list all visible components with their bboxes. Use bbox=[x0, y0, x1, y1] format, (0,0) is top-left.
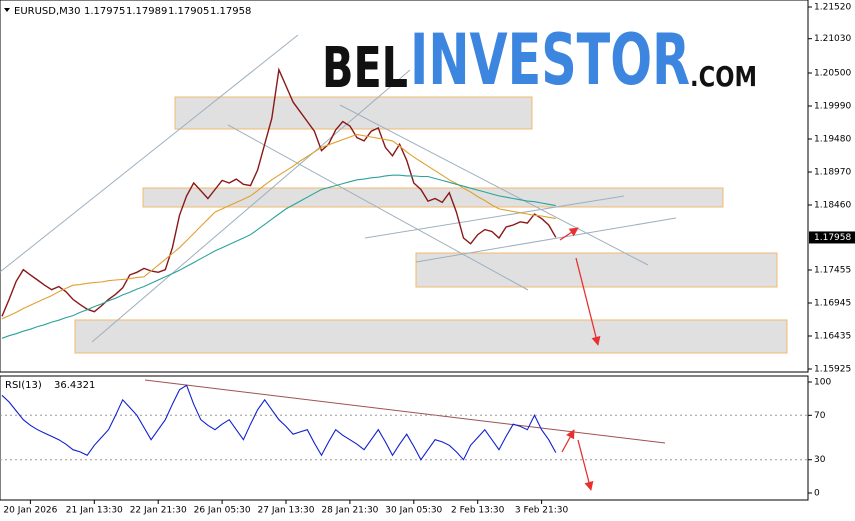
x-tick-label: 28 Jan 21:30 bbox=[321, 506, 378, 516]
trend-line bbox=[415, 217, 677, 263]
y-tick-label: 1.20500 bbox=[814, 68, 851, 78]
zone bbox=[174, 96, 533, 130]
x-tick-label: 30 Jan 05:30 bbox=[385, 506, 442, 516]
rsi-title: RSI(13) bbox=[5, 380, 42, 391]
x-tick-label: 3 Feb 21:30 bbox=[515, 506, 569, 516]
arrow bbox=[577, 439, 594, 491]
symbol: EURUSD,M30 bbox=[14, 6, 80, 17]
arrows bbox=[559, 227, 601, 491]
arrow bbox=[561, 429, 575, 453]
y-tick-label: 1.16945 bbox=[814, 299, 851, 309]
x-tick-label: 20 Jan 2026 bbox=[3, 506, 57, 516]
watermark-part: BEL bbox=[322, 36, 408, 101]
rsi-value: 36.4321 bbox=[54, 380, 95, 391]
ohlc-value: 1.17975 bbox=[84, 6, 125, 17]
price-tag-label: 1.17958 bbox=[814, 233, 851, 243]
trend-line bbox=[227, 124, 529, 291]
watermark-part: INVESTOR bbox=[410, 19, 690, 101]
y-tick-label: 1.18460 bbox=[814, 200, 851, 210]
rsi-pane bbox=[0, 375, 809, 501]
y-tick-label: 1.21030 bbox=[814, 34, 851, 44]
y-tick-label: 1.19990 bbox=[814, 101, 851, 111]
price-pane bbox=[0, 0, 809, 373]
series-line bbox=[1, 384, 557, 461]
trend-line bbox=[0, 34, 299, 273]
watermark: BEL INVESTOR .COM bbox=[322, 19, 757, 101]
zone bbox=[74, 319, 788, 354]
arrow bbox=[559, 227, 579, 241]
y-tick-label: 1.17455 bbox=[814, 266, 851, 276]
trend-line bbox=[91, 69, 411, 343]
x-tick-label: 22 Jan 21:30 bbox=[130, 506, 187, 516]
zones bbox=[74, 96, 788, 354]
trend-lines bbox=[0, 34, 677, 444]
ohlc-value: 1.17958 bbox=[210, 6, 251, 17]
y-tick-label: 1.16435 bbox=[814, 332, 851, 342]
y-tick-label: 1.18970 bbox=[814, 167, 851, 177]
y-tick-label: 0 bbox=[814, 489, 820, 499]
series-line bbox=[1, 67, 557, 317]
x-tick-label: 27 Jan 13:30 bbox=[258, 506, 315, 516]
zone bbox=[142, 187, 724, 208]
menu-triangle[interactable] bbox=[4, 8, 10, 12]
trend-line bbox=[339, 104, 649, 266]
series-line bbox=[1, 133, 556, 320]
arrow bbox=[575, 257, 601, 346]
y-tick-label: 100 bbox=[814, 378, 831, 388]
y-tick-label: 70 bbox=[814, 411, 826, 421]
y-tick-label: 1.15925 bbox=[814, 365, 851, 375]
ohlc-value: 1.17989 bbox=[126, 6, 167, 17]
x-tick-label: 26 Jan 05:30 bbox=[194, 506, 251, 516]
ohlc-value: 1.17905 bbox=[168, 6, 209, 17]
zone bbox=[415, 252, 778, 288]
y-tick-label: 1.21520 bbox=[814, 3, 851, 13]
x-tick-label: 21 Jan 13:30 bbox=[66, 506, 123, 516]
y-tick-label: 1.19480 bbox=[814, 134, 851, 144]
y-tick-label: 30 bbox=[814, 455, 826, 465]
x-tick-label: 2 Feb 13:30 bbox=[451, 506, 505, 516]
price-tag bbox=[809, 231, 855, 244]
rsi-trend-line bbox=[144, 379, 666, 444]
trend-line bbox=[364, 195, 625, 239]
series-line bbox=[1, 174, 556, 339]
watermark-part: .COM bbox=[690, 60, 757, 93]
